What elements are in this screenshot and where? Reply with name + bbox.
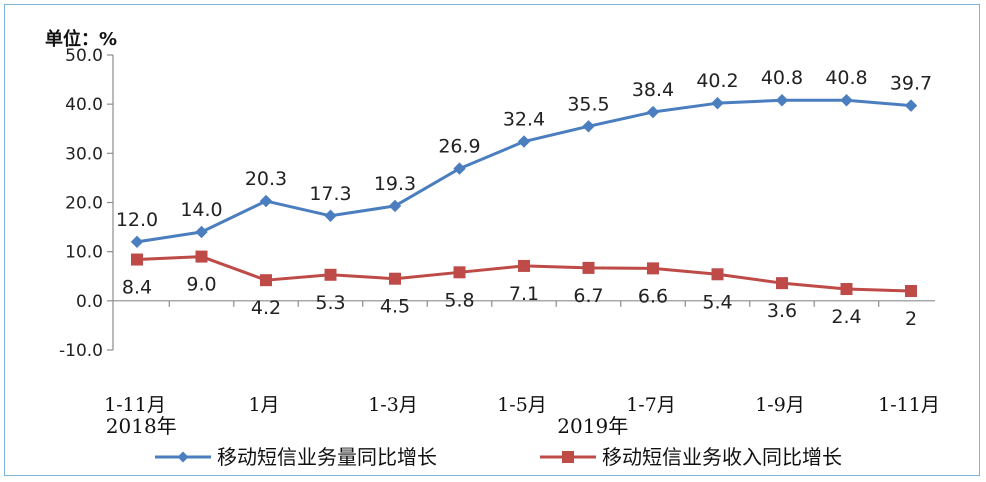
data-label: 9.0 — [186, 274, 216, 296]
legend-marker — [562, 451, 574, 463]
data-point — [905, 285, 917, 297]
data-point — [388, 199, 402, 213]
data-label: 32.4 — [503, 109, 545, 131]
data-label: 26.9 — [438, 136, 480, 158]
data-point — [776, 277, 788, 290]
data-point — [647, 262, 659, 275]
data-label: 19.3 — [374, 173, 416, 195]
y-tick-label: 10.0 — [65, 243, 103, 263]
data-point — [711, 96, 724, 110]
chart-frame: 单位：% -10.0 0.0 10.0 20.0 30.0 40.0 50.0 1-11月 1… — [4, 4, 980, 476]
x-tick-label: 1-7月 — [626, 394, 676, 416]
legend-item: 移动短信业务收入同比增长 — [540, 445, 842, 469]
data-label: 5.4 — [702, 291, 732, 313]
x-tick-label: 1-11月 — [104, 394, 166, 416]
data-label: 14.0 — [180, 199, 222, 221]
data-label: 4.5 — [380, 296, 410, 318]
legend-label: 移动短信业务收入同比增长 — [602, 445, 842, 469]
data-label: 38.4 — [632, 79, 674, 101]
data-label: 17.3 — [309, 183, 351, 205]
y-tick-label: -10.0 — [59, 341, 103, 361]
data-label: 7.1 — [509, 283, 539, 305]
data-point — [582, 261, 595, 274]
y-tick-label: 20.0 — [65, 194, 103, 214]
data-label: 5.3 — [315, 292, 345, 314]
y-tick-label: 0.0 — [76, 292, 103, 312]
line-chart: 单位：% -10.0 0.0 10.0 20.0 30.0 40.0 50.0 1-11月 1… — [45, 28, 940, 469]
y-tick-label: 50.0 — [65, 46, 103, 66]
data-point — [195, 225, 208, 239]
data-point — [260, 274, 272, 287]
data-point — [711, 268, 724, 281]
data-label: 40.2 — [696, 70, 738, 92]
legend-marker — [177, 451, 189, 463]
data-label: 4.2 — [251, 297, 281, 319]
data-point — [904, 99, 918, 112]
series-1: 12.0 14.0 20.3 17.3 19.3 26.9 32.4 35.5 38.4 40.2… — [116, 67, 932, 249]
legend: 移动短信业务量同比增长 移动短信业务收入同比增长 — [155, 445, 842, 469]
data-label: 2 — [905, 308, 917, 330]
data-label: 39.7 — [890, 73, 932, 95]
data-label: 6.7 — [573, 285, 603, 307]
data-label: 6.6 — [638, 285, 668, 307]
data-point — [517, 135, 531, 148]
y-tick-label: 40.0 — [65, 95, 103, 115]
data-point — [324, 268, 337, 281]
data-point — [582, 120, 595, 133]
data-label: 5.8 — [444, 289, 474, 311]
series-2: 8.4 9.0 4.2 5.3 4.5 5.8 7.1 6.7 6.6 5.4 3.6 2.4 2 — [122, 250, 917, 330]
x-tick-label: 1-9月 — [755, 394, 805, 416]
data-point — [840, 94, 853, 107]
data-point — [324, 209, 337, 222]
data-label: 3.6 — [767, 300, 797, 322]
data-point — [195, 250, 208, 263]
x-tick-label: 1-11月 — [878, 394, 940, 416]
data-label: 8.4 — [122, 277, 152, 299]
y-tick-label: 30.0 — [65, 144, 103, 164]
data-point — [453, 266, 466, 279]
data-label: 12.0 — [116, 209, 158, 231]
data-label: 20.3 — [245, 168, 287, 190]
x-tick-label: 1-5月 — [497, 394, 547, 416]
data-point — [131, 253, 143, 266]
x-tick-label: 1-3月 — [368, 394, 418, 416]
data-label: 35.5 — [567, 93, 609, 115]
year-label: 2019年 — [557, 414, 628, 438]
data-label: 40.8 — [825, 67, 867, 89]
data-point — [389, 272, 401, 285]
data-point — [775, 94, 789, 107]
data-point — [518, 259, 530, 272]
data-point — [840, 283, 853, 296]
data-label: 40.8 — [761, 67, 803, 89]
data-point — [130, 235, 144, 249]
x-tick-label: 1月 — [248, 394, 279, 416]
y-ticks: -10.0 0.0 10.0 20.0 30.0 40.0 50.0 — [59, 46, 113, 361]
unit-label: 单位：% — [45, 28, 117, 50]
year-label: 2018年 — [106, 414, 177, 438]
legend-label: 移动短信业务量同比增长 — [217, 445, 437, 469]
series-layer: 12.0 14.0 20.3 17.3 19.3 26.9 32.4 35.5 38.4 40.2… — [116, 67, 932, 330]
data-point — [453, 162, 466, 175]
legend-item: 移动短信业务量同比增长 — [155, 445, 437, 469]
data-point — [646, 105, 660, 119]
data-label: 2.4 — [831, 306, 861, 328]
data-point — [259, 194, 273, 208]
